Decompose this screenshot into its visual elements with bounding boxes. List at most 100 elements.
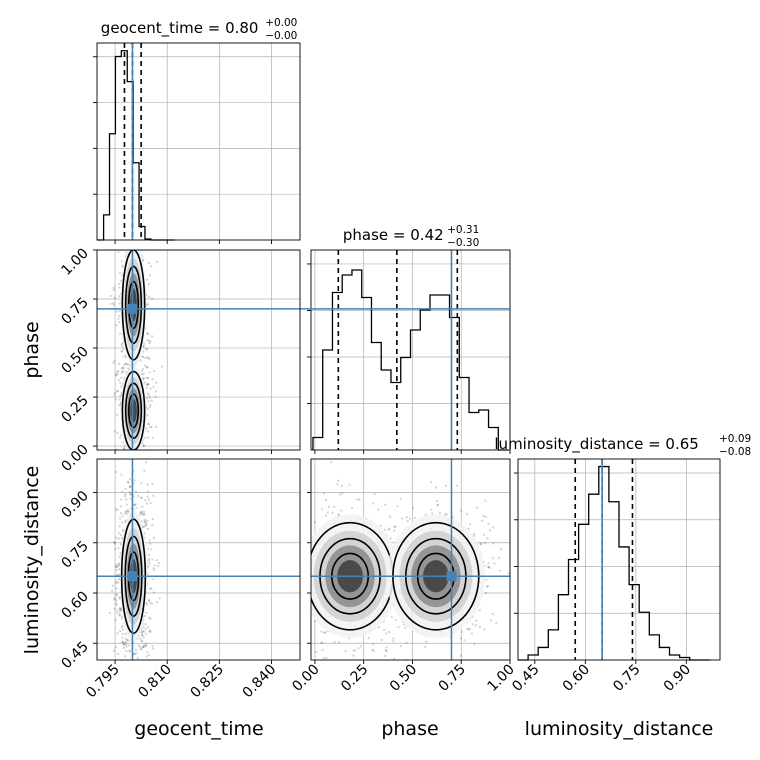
scatter-point [149,340,152,343]
scatter-point [146,339,149,342]
title-plus-phase: +0.31 [447,224,479,236]
scatter-point [379,524,382,527]
scatter-point [136,454,138,456]
scatter-point [144,622,147,626]
histogram-phase [312,269,509,451]
xtick-label-luminosity_distance: 0.75 [610,662,643,695]
scatter-point [122,641,125,644]
scatter-point [129,234,131,236]
scatter-point [143,243,145,245]
scatter-point [118,610,121,613]
scatter-point [134,490,138,493]
panel-2d-luminosity_distance-vs-phase [277,458,514,704]
scatter-point [116,573,119,576]
scatter-point [134,648,138,651]
scatter-point [324,499,327,502]
scatter-point [119,381,122,385]
scatter-point [119,608,122,611]
scatter-point [118,606,122,610]
scatter-point [359,645,362,648]
xtick-label-luminosity_distance: 0.90 [661,662,694,695]
scatter-point [436,504,439,507]
scatter-point [146,483,149,486]
scatter-point [290,557,292,559]
scatter-point [146,366,149,369]
scatter-point [145,642,148,646]
scatter-point [301,625,303,627]
scatter-point [126,509,129,512]
scatter-point [115,580,118,583]
scatter-point [143,377,146,380]
title-minus-luminosity_distance: −0.08 [719,446,751,458]
scatter-point [284,661,286,663]
scatter-point [135,652,138,655]
scatter-point [295,636,297,638]
scatter-point [444,513,447,516]
scatter-point [406,519,409,523]
scatter-point [430,481,433,484]
scatter-point [359,702,361,704]
scatter-point [145,376,149,379]
scatter-point [140,372,144,376]
scatter-point [508,572,510,575]
scatter-point [115,581,118,585]
scatter-point [142,630,145,633]
scatter-point [145,348,149,351]
scatter-point [140,482,143,485]
scatter-point [158,597,161,600]
scatter-point [478,609,481,612]
scatter-point [393,657,396,660]
scatter-point [479,543,483,546]
scatter-point [118,282,121,286]
scatter-point [393,525,396,528]
scatter-point [327,505,331,509]
scatter-point [385,649,388,653]
scatter-point [148,371,151,374]
scatter-point [308,553,310,555]
scatter-point [333,641,336,644]
scatter-point [382,628,386,632]
scatter-point [499,569,502,572]
scatter-point [111,302,115,305]
scatter-point [145,427,148,430]
scatter-point [512,582,514,584]
scatter-point [467,527,470,530]
scatter-point [149,403,152,407]
scatter-point [390,616,393,619]
scatter-point [405,516,408,519]
scatter-point [499,548,503,551]
scatter-point [118,555,121,558]
scatter-point [151,645,154,648]
scatter-point [149,617,152,620]
scatter-point [468,523,472,526]
scatter-point [336,483,339,486]
scatter-point [115,602,118,605]
scatter-point [139,241,141,243]
scatter-point [147,598,151,601]
scatter-point [147,282,150,286]
scatter-point [277,608,279,610]
scatter-point [157,561,160,565]
scatter-point [118,517,122,520]
scatter-point [148,601,152,604]
scatter-point [113,359,116,362]
scatter-point [350,506,354,510]
scatter-point [123,363,126,366]
scatter-point [388,515,392,518]
scatter-point [133,460,135,462]
xtick-label-geocent_time: 0.840 [240,662,280,702]
scatter-point [125,503,128,506]
scatter-point [150,548,153,551]
scatter-point [124,242,126,244]
scatter-point [139,645,142,648]
scatter-point [144,364,147,367]
scatter-point [138,455,140,457]
scatter-point [122,366,125,370]
scatter-point [313,521,317,524]
scatter-point [147,547,150,550]
panel-hist-phase: phase = 0.42 +0.31−0.30 [307,224,511,454]
scatter-point [141,368,144,371]
scatter-point [140,510,143,513]
scatter-point [115,536,118,539]
scatter-point [115,594,118,597]
